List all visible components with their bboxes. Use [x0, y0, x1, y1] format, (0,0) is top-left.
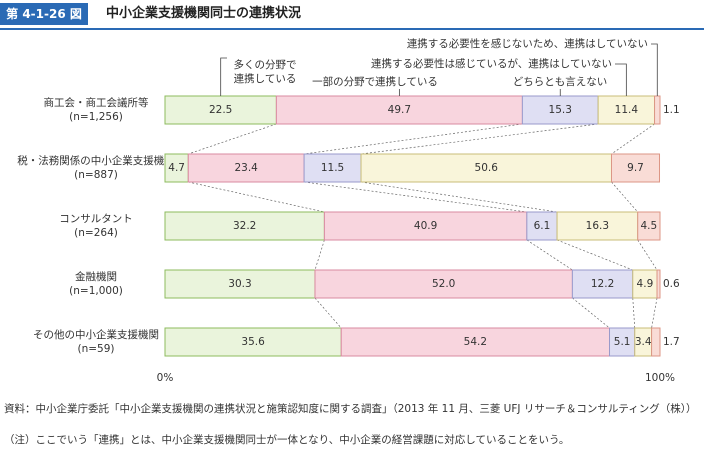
header: 第 4-1-26 図 中小企業支援機関同士の連携状況	[0, 0, 704, 30]
legend-label: どちらとも言えない	[513, 75, 608, 88]
value-label: 12.2	[591, 278, 614, 290]
value-label: 30.3	[228, 278, 251, 290]
bar-segment	[609, 327, 636, 357]
connector	[556, 239, 633, 271]
bar-segment	[637, 211, 661, 241]
bar-segment	[323, 211, 528, 241]
connector	[188, 123, 277, 155]
sample-size: (n=887)	[74, 169, 118, 181]
connector	[304, 123, 523, 155]
bar-segment	[164, 211, 325, 241]
value-label: 15.3	[549, 104, 572, 116]
connector	[611, 181, 638, 213]
value-label: 35.6	[241, 336, 265, 348]
category-label: コンサルタント	[59, 213, 133, 225]
value-label: 5.1	[614, 336, 631, 348]
note: （注）ここでいう「連携」とは、中小企業支援機関同士が一体となり、中小企業の経営課…	[4, 434, 570, 446]
value-label: 3.4	[635, 336, 652, 348]
category-label: 商工会・商工会議所等	[44, 96, 149, 109]
bar-segment	[187, 153, 305, 183]
sample-size: (n=264)	[74, 227, 118, 239]
bar-segment	[314, 269, 573, 299]
title: 中小企業支援機関同士の連携状況	[106, 6, 302, 21]
legend-label: 連携する必要性は感じているが、連携はしていない	[371, 57, 612, 70]
sample-size: (n=1,000)	[69, 285, 123, 297]
value-label: 52.0	[432, 278, 455, 290]
connector	[572, 297, 610, 329]
bar-segment	[654, 95, 661, 125]
bar-segment	[651, 327, 661, 357]
value-label: 4.7	[168, 162, 185, 174]
bar-segment	[164, 269, 316, 299]
value-label: 22.5	[209, 104, 232, 116]
sample-size: (n=59)	[77, 343, 114, 355]
connector	[611, 123, 655, 155]
source: 資料：中小企業庁委託「中小企業支援機関の連携状況と施策認知度に関する調査」（20…	[4, 403, 697, 415]
connector	[360, 123, 599, 155]
value-label: 40.9	[414, 220, 437, 232]
bar-segment	[164, 95, 277, 125]
value-label: 54.2	[464, 336, 487, 348]
bar-segment	[340, 327, 611, 357]
connector	[526, 239, 573, 271]
category-label: その他の中小企業支援機関	[33, 328, 159, 341]
x-tick-label: 0%	[157, 372, 174, 384]
connector	[188, 181, 325, 213]
legend-label: 一部の分野で連携している	[312, 75, 438, 88]
legend-label: 連携する必要性を感じないため、連携はしていない	[407, 37, 648, 50]
value-label: 49.7	[388, 104, 411, 116]
category-label: 金融機関	[75, 270, 117, 283]
connector	[314, 297, 342, 329]
value-label: 1.7	[663, 336, 680, 348]
connector	[304, 181, 527, 213]
bar-segment	[556, 211, 639, 241]
connector	[314, 239, 325, 271]
leader-line	[651, 43, 658, 96]
value-label: 16.3	[586, 220, 609, 232]
x-tick-label: 100%	[645, 372, 675, 384]
connector	[632, 297, 636, 329]
bar-segment	[656, 269, 661, 299]
connector	[637, 239, 658, 271]
legend-label: 多くの分野で連携している	[234, 58, 297, 85]
value-label: 9.7	[627, 162, 644, 174]
category-label: 税・法務関係の中小企業支援機関	[17, 154, 175, 167]
value-label: 32.2	[233, 220, 256, 232]
sample-size: (n=1,256)	[69, 111, 123, 123]
value-label: 50.6	[475, 162, 499, 174]
leader-line	[615, 63, 627, 96]
chart: 0% 100% 商工会・商工会議所等 (n=1,256) 22.5 49.7 15.3 11.…	[17, 37, 680, 384]
bar-segment	[571, 269, 634, 299]
value-label: 0.6	[663, 278, 680, 290]
bar-segment	[526, 211, 558, 241]
figure-number: 第 4-1-26 図	[0, 3, 88, 25]
value-label: 11.4	[615, 104, 639, 116]
bar-segment	[610, 153, 661, 183]
value-label: 6.1	[534, 220, 551, 232]
value-label: 1.1	[663, 104, 680, 116]
bar-segment	[632, 269, 658, 299]
value-label: 4.9	[637, 278, 654, 290]
value-label: 11.5	[321, 162, 344, 174]
value-label: 4.5	[641, 220, 658, 232]
connector	[651, 297, 658, 329]
value-label: 23.4	[234, 162, 258, 174]
connector	[360, 181, 558, 213]
leader-line	[220, 57, 227, 96]
